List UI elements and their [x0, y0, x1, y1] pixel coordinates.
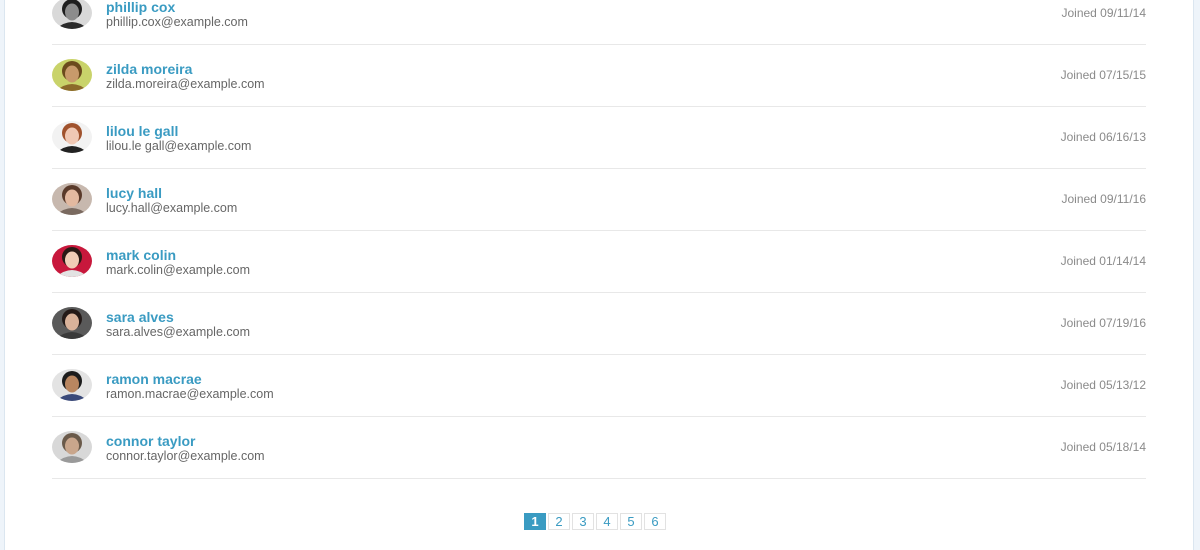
user-list: phillip cox phillip.cox@example.com Joined…: [52, 0, 1146, 479]
joined-date: Joined 09/11/16: [1061, 192, 1146, 206]
user-email: zilda.moreira@example.com: [106, 77, 265, 91]
user-row: lilou le gall lilou.le gall@example.com Jo…: [52, 107, 1146, 169]
avatar[interactable]: [52, 183, 92, 215]
avatar[interactable]: [52, 245, 92, 277]
page-3-button[interactable]: 3: [572, 513, 594, 530]
user-row: zilda moreira zilda.moreira@example.com Jo…: [52, 45, 1146, 107]
user-name-link[interactable]: sara alves: [106, 309, 174, 325]
user-row: lucy hall lucy.hall@example.com Joined 09/…: [52, 169, 1146, 231]
user-email: mark.colin@example.com: [106, 263, 250, 277]
user-email: lucy.hall@example.com: [106, 201, 238, 215]
user-name-link[interactable]: lucy hall: [106, 185, 163, 201]
joined-date: Joined 07/15/15: [1060, 68, 1146, 82]
user-row: phillip cox phillip.cox@example.com Joined…: [52, 0, 1146, 45]
user-name-link[interactable]: zilda moreira: [106, 61, 193, 77]
joined-date: Joined 07/19/16: [1060, 316, 1146, 330]
user-email: sara.alves@example.com: [106, 325, 250, 339]
user-row: connor taylor connor.taylor@example.com Jo…: [52, 417, 1146, 479]
joined-date: Joined 05/13/12: [1060, 378, 1146, 392]
user-name-link[interactable]: connor taylor: [106, 433, 196, 449]
user-email: ramon.macrae@example.com: [106, 387, 274, 401]
joined-date: Joined 09/11/14: [1061, 6, 1146, 20]
users-panel: phillip cox phillip.cox@example.com Joined…: [4, 0, 1194, 550]
user-info: zilda moreira zilda.moreira@example.com: [106, 61, 265, 92]
page-6-button[interactable]: 6: [644, 513, 666, 530]
user-info: sara alves sara.alves@example.com: [106, 309, 250, 340]
user-row: sara alves sara.alves@example.com Joined 0…: [52, 293, 1146, 355]
avatar[interactable]: [52, 369, 92, 401]
user-name-link[interactable]: lilou le gall: [106, 123, 179, 139]
user-info: lucy hall lucy.hall@example.com: [106, 185, 237, 216]
user-info: mark colin mark.colin@example.com: [106, 247, 250, 278]
joined-date: Joined 05/18/14: [1060, 440, 1146, 454]
page-2-button[interactable]: 2: [548, 513, 570, 530]
user-name-link[interactable]: ramon macrae: [106, 371, 202, 387]
joined-date: Joined 01/14/14: [1060, 254, 1146, 268]
page-5-button[interactable]: 5: [620, 513, 642, 530]
user-name-link[interactable]: mark colin: [106, 247, 177, 263]
user-info: connor taylor connor.taylor@example.com: [106, 433, 265, 464]
avatar[interactable]: [52, 0, 92, 29]
user-info: lilou le gall lilou.le gall@example.com: [106, 123, 251, 154]
user-info: phillip cox phillip.cox@example.com: [106, 0, 248, 30]
page-4-button[interactable]: 4: [596, 513, 618, 530]
user-email: connor.taylor@example.com: [106, 449, 265, 463]
user-info: ramon macrae ramon.macrae@example.com: [106, 371, 274, 402]
avatar[interactable]: [52, 307, 92, 339]
page-1-button[interactable]: 1: [524, 513, 546, 530]
user-row: mark colin mark.colin@example.com Joined 0…: [52, 231, 1146, 293]
user-name-link[interactable]: phillip cox: [106, 0, 176, 15]
user-email: phillip.cox@example.com: [106, 15, 248, 29]
user-email: lilou.le gall@example.com: [106, 139, 252, 153]
user-row: ramon macrae ramon.macrae@example.com Join…: [52, 355, 1146, 417]
avatar[interactable]: [52, 431, 92, 463]
avatar[interactable]: [52, 121, 92, 153]
joined-date: Joined 06/16/13: [1060, 130, 1146, 144]
avatar[interactable]: [52, 59, 92, 91]
